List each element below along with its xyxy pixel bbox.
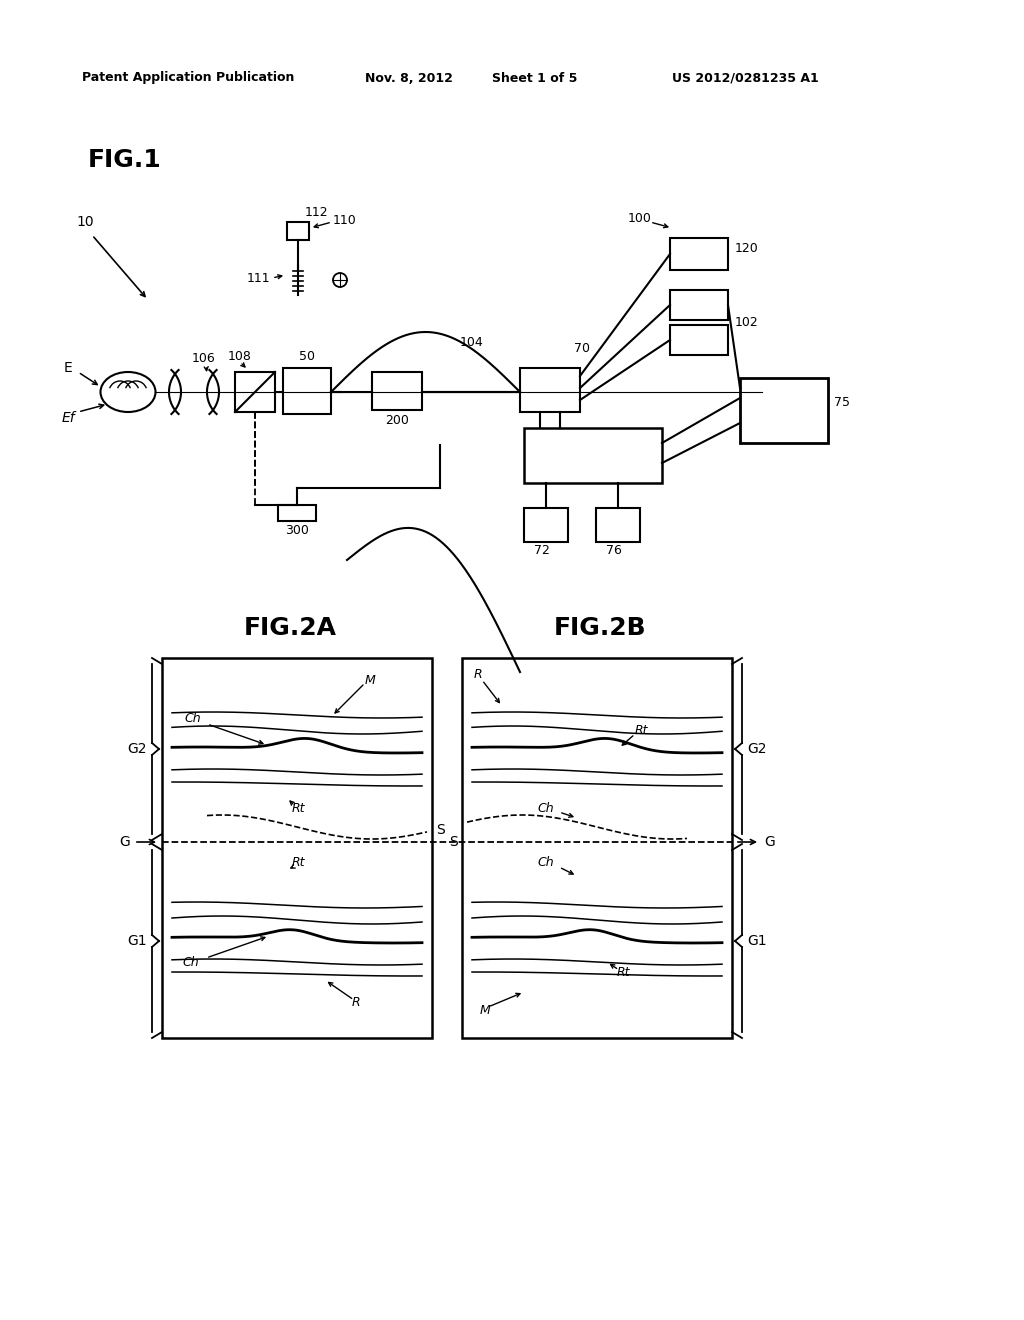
Text: 111: 111 <box>247 272 270 285</box>
Text: S: S <box>436 822 444 837</box>
Text: 112: 112 <box>305 206 329 219</box>
Text: Ef: Ef <box>61 411 75 425</box>
Text: 100: 100 <box>628 211 652 224</box>
Text: Ch: Ch <box>537 801 554 814</box>
Text: Sheet 1 of 5: Sheet 1 of 5 <box>492 71 578 84</box>
Text: 106: 106 <box>193 351 216 364</box>
Text: 200: 200 <box>385 413 409 426</box>
Text: G2: G2 <box>128 742 147 756</box>
Text: Rt: Rt <box>635 723 648 737</box>
Bar <box>287 222 309 240</box>
Text: G1: G1 <box>746 935 767 948</box>
Text: 72: 72 <box>534 544 550 557</box>
Bar <box>234 372 275 412</box>
Text: 75: 75 <box>834 396 850 408</box>
Text: 50: 50 <box>299 350 315 363</box>
Bar <box>372 372 422 411</box>
Bar <box>524 428 662 483</box>
Text: R: R <box>352 995 360 1008</box>
Text: E: E <box>63 360 73 375</box>
Text: Rt: Rt <box>292 801 305 814</box>
Text: 102: 102 <box>735 315 759 329</box>
Bar <box>740 378 828 444</box>
Bar <box>462 657 732 1038</box>
Bar <box>283 368 331 414</box>
Text: 300: 300 <box>285 524 309 536</box>
Text: G: G <box>119 836 130 849</box>
Text: US 2012/0281235 A1: US 2012/0281235 A1 <box>672 71 819 84</box>
Bar <box>670 238 728 271</box>
Text: FIG.2B: FIG.2B <box>554 616 646 640</box>
Text: G1: G1 <box>127 935 147 948</box>
Bar <box>670 325 728 355</box>
Text: Patent Application Publication: Patent Application Publication <box>82 71 294 84</box>
Bar <box>524 508 568 543</box>
Text: 10: 10 <box>76 215 93 228</box>
Bar <box>278 506 316 521</box>
Text: 104: 104 <box>460 335 484 348</box>
Bar <box>520 368 580 412</box>
Text: Ch: Ch <box>537 855 554 869</box>
Text: Ch: Ch <box>184 711 201 725</box>
Text: G2: G2 <box>746 742 767 756</box>
Text: 108: 108 <box>228 351 252 363</box>
Text: 110: 110 <box>333 214 356 227</box>
Text: 76: 76 <box>606 544 622 557</box>
Text: G: G <box>764 836 775 849</box>
Bar <box>596 508 640 543</box>
Text: Nov. 8, 2012: Nov. 8, 2012 <box>365 71 453 84</box>
Text: Rt: Rt <box>617 965 631 978</box>
Text: 70: 70 <box>574 342 590 355</box>
Text: S: S <box>450 836 458 849</box>
Bar <box>162 657 432 1038</box>
Text: Rt: Rt <box>292 855 305 869</box>
Bar <box>670 290 728 319</box>
Text: 120: 120 <box>735 242 759 255</box>
Text: R: R <box>474 668 482 681</box>
Text: M: M <box>480 1003 490 1016</box>
Text: FIG.2A: FIG.2A <box>244 616 337 640</box>
Text: FIG.1: FIG.1 <box>88 148 162 172</box>
Text: Ch: Ch <box>182 956 199 969</box>
Text: M: M <box>365 673 376 686</box>
